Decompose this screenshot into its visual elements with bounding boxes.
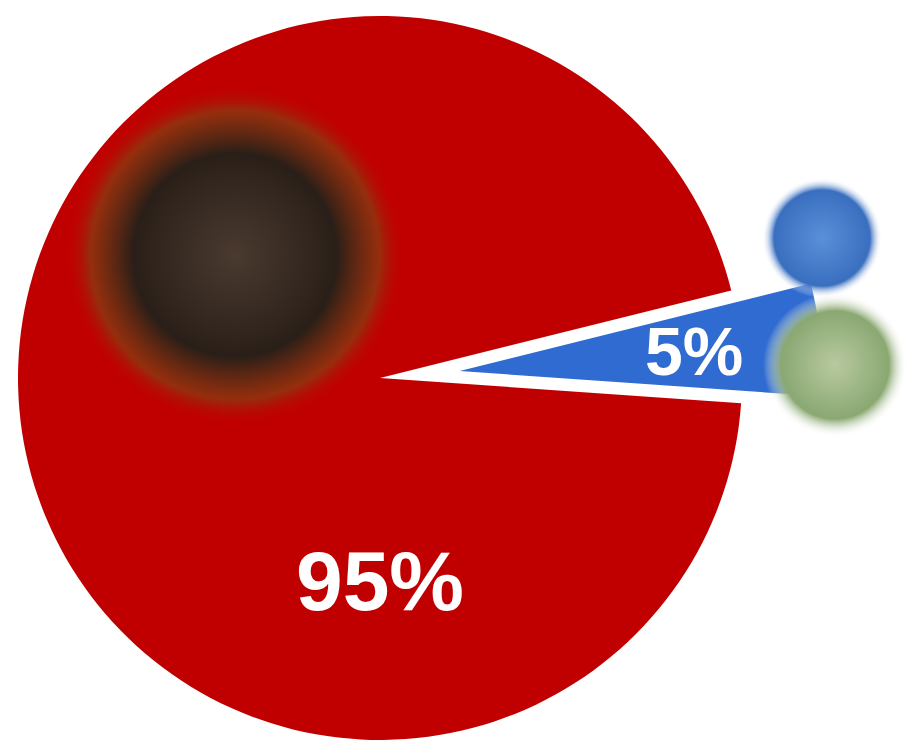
svg-text:95%: 95% (296, 534, 464, 628)
svg-text:5%: 5% (645, 313, 743, 389)
